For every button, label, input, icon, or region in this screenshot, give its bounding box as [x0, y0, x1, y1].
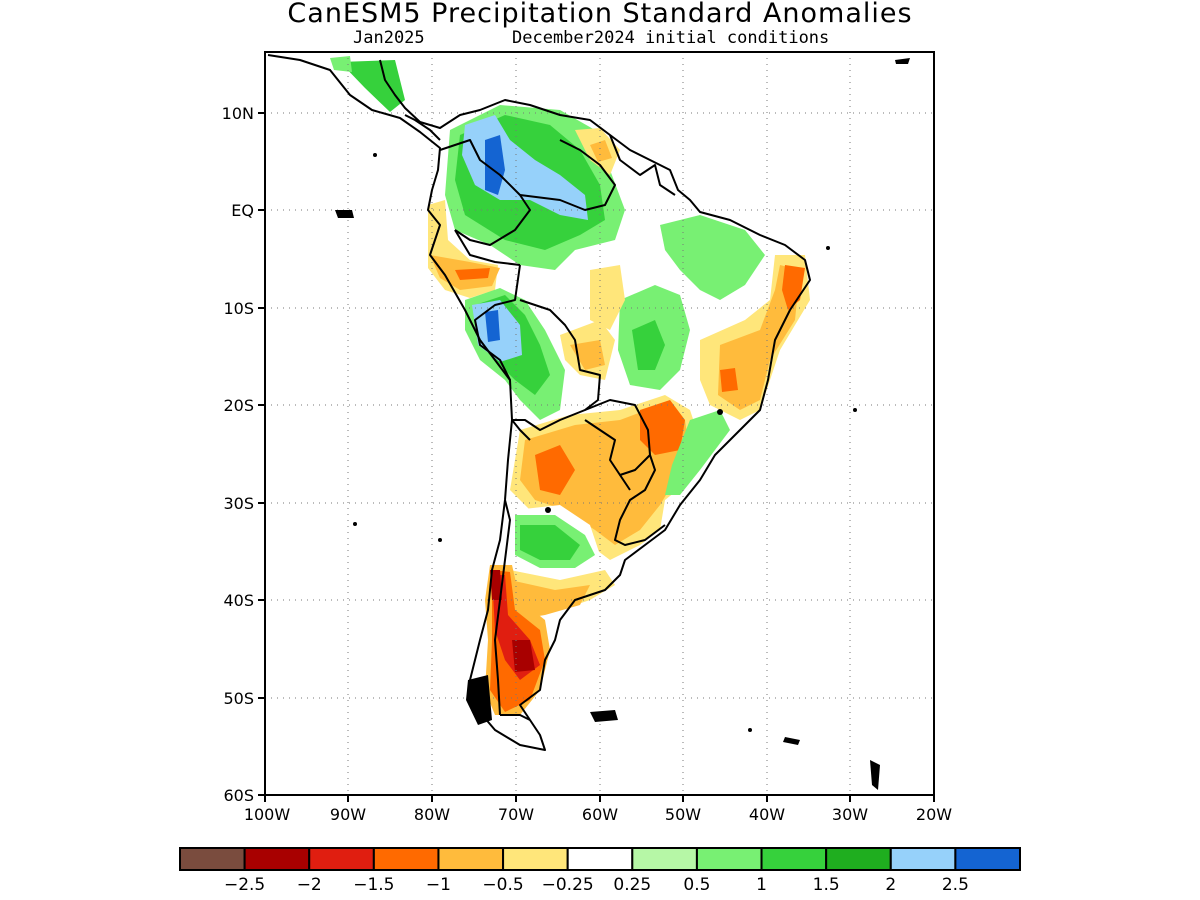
colorbar-label: −1 — [426, 875, 451, 895]
colorbar-swatch — [243, 847, 311, 871]
lon-label: 90W — [330, 805, 366, 824]
colorbar-swatch — [566, 847, 634, 871]
colorbar-label: 2.5 — [942, 875, 969, 895]
colorbar-label: 1 — [756, 875, 767, 895]
lat-label: 30S — [223, 494, 254, 513]
colorbar-label: 0.25 — [613, 875, 651, 895]
subtitle-initial-conditions: December2024 initial conditions — [512, 28, 830, 48]
lat-label: EQ — [231, 201, 254, 220]
colorbar-label: −1.5 — [353, 875, 394, 895]
colorbar-label: −2 — [297, 875, 322, 895]
colorbar-label: 0.5 — [683, 875, 710, 895]
colorbar-swatch — [308, 847, 375, 871]
colorbar-swatch — [179, 847, 246, 871]
colorbar-label: 1.5 — [813, 875, 840, 895]
map-title: CanESM5 Precipitation Standard Anomalies — [287, 0, 913, 29]
lon-labels: 100W 90W 80W 70W 60W 50W 40W 30W 20W — [244, 805, 952, 824]
colorbar-label: −2.5 — [224, 875, 265, 895]
colorbar-label: −0.5 — [482, 875, 523, 895]
lat-label: 40S — [223, 591, 254, 610]
lat-label: 60S — [223, 786, 254, 805]
colorbar-labels: −2.5 −2 −1.5 −1 −0.5 −0.25 0.25 0.5 1 1.5 2 2.5 — [224, 875, 969, 895]
colorbar-swatch — [889, 847, 957, 871]
anomaly-shading — [330, 56, 810, 715]
lat-labels: 10N EQ 10S 20S 30S 40S 50S 60S — [222, 104, 254, 805]
lon-label: 30W — [832, 805, 868, 824]
lat-label: 20S — [223, 396, 254, 415]
coastlines — [267, 54, 811, 751]
lon-label: 60W — [582, 805, 618, 824]
colorbar-swatch — [825, 847, 892, 871]
colorbar-swatch — [695, 847, 763, 871]
colorbar-swatch — [954, 847, 1022, 871]
lon-label: 50W — [665, 805, 701, 824]
lat-label: 10S — [223, 299, 254, 318]
lon-label: 80W — [414, 805, 450, 824]
lat-label: 50S — [223, 689, 254, 708]
subtitle-month: Jan2025 — [353, 28, 425, 48]
axis-ticks — [258, 112, 935, 802]
colorbar-label: −0.25 — [542, 875, 594, 895]
colorbar-swatch — [760, 847, 828, 871]
colorbar-swatch — [631, 847, 698, 871]
colorbar — [179, 847, 1022, 871]
lon-label: 20W — [916, 805, 952, 824]
colorbar-swatch — [502, 847, 569, 871]
lon-label: 100W — [244, 805, 291, 824]
lon-label: 40W — [749, 805, 785, 824]
lat-label: 10N — [222, 104, 254, 123]
colorbar-swatch — [372, 847, 440, 871]
lon-label: 70W — [498, 805, 534, 824]
colorbar-label: 2 — [885, 875, 896, 895]
colorbar-swatch — [437, 847, 505, 871]
islands — [335, 58, 910, 790]
